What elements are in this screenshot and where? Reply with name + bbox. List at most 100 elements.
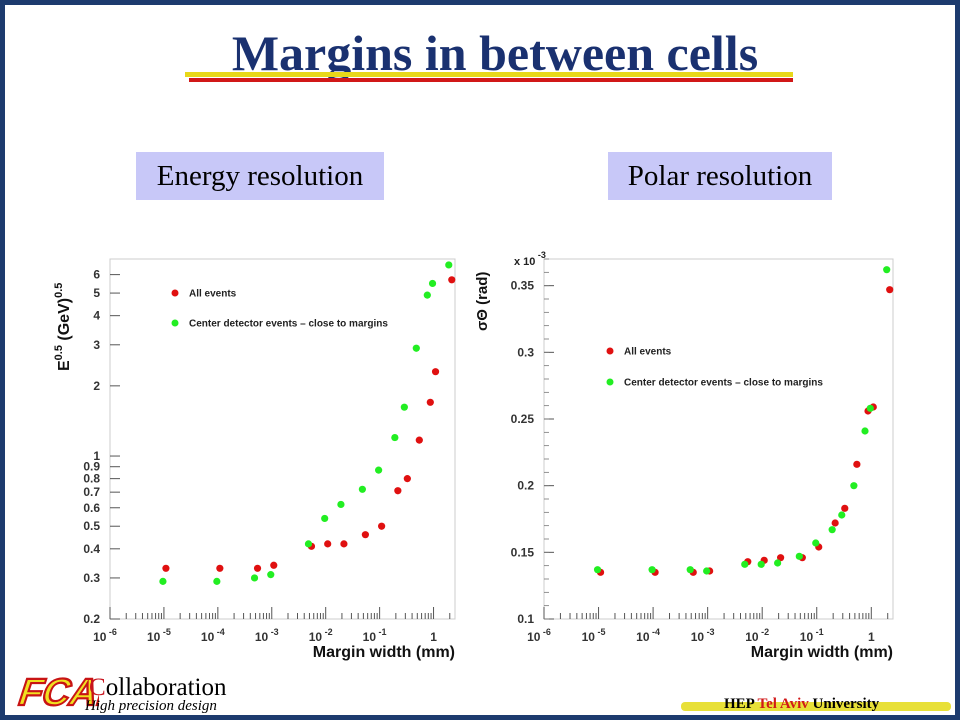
institution-tel-aviv: Tel Aviv — [757, 696, 809, 712]
chart2-series-1-point-7 — [795, 552, 803, 560]
chart1-y-tick-label-0: 0.2 — [83, 612, 100, 626]
chart1-series-0-point-9 — [394, 487, 402, 495]
chart2-series-0-point-6 — [777, 554, 785, 562]
slide-title: Margins in between cells — [231, 25, 759, 81]
chart1-y-tick-label-2: 0.4 — [83, 542, 100, 556]
chart1-series-1-point-12 — [423, 291, 431, 299]
chart2-legend-label-0: All events — [624, 347, 672, 358]
chart1-series-0-point-10 — [403, 475, 411, 483]
chart2-y-axis-label: σΘ (rad) — [474, 272, 491, 331]
chart1-legend-marker-1 — [171, 319, 179, 327]
chart1-series-0-point-14 — [448, 276, 456, 284]
chart2-series-0-point-9 — [831, 519, 839, 527]
fcal-logo: FCAL — [12, 671, 99, 713]
collaboration-initial: C — [89, 674, 106, 701]
chart1-series-0-point-5 — [324, 540, 332, 548]
chart2-x-tick-label-2: 10 -4 — [636, 627, 660, 644]
chart1-x-tick-label-4: 10 -2 — [309, 627, 333, 644]
chart1-legend-label-1: Center detector events – close to margin… — [189, 319, 388, 330]
chart2-y-tick-label-2: 0.2 — [517, 479, 534, 493]
chart2-legend-label-1: Center detector events – close to margin… — [624, 378, 823, 389]
chart1-series-0-point-12 — [426, 398, 434, 406]
chart2-series-0-point-14 — [886, 286, 894, 294]
chart2-series-1-point-10 — [838, 511, 846, 519]
chart1-y-tick-label-8: 1 — [93, 449, 100, 463]
chart1-series-1-point-8 — [375, 466, 383, 474]
title-underline-yellow — [185, 72, 793, 77]
footer-yellow-bar — [681, 702, 951, 711]
chart1-series-1-point-6 — [337, 500, 345, 509]
chart2-series-1-point-0 — [593, 566, 602, 574]
chart2-x-tick-label-5: 10 -1 — [800, 627, 824, 644]
chart1-y-tick-label-4: 0.6 — [83, 501, 100, 515]
institution-hep: HEP — [724, 696, 758, 712]
slide: Margins in between cells Energy resoluti… — [5, 5, 955, 715]
chart1-series-0-point-6 — [340, 540, 348, 548]
chart2-y-tick-label-4: 0.3 — [517, 345, 534, 359]
chart1-series-1-point-11 — [412, 344, 420, 352]
institution: HEP Tel Aviv University — [724, 695, 879, 713]
chart1-series-1-point-3 — [267, 571, 275, 579]
chart2-x-tick-label-4: 10 -2 — [745, 627, 769, 644]
chart1-x-axis-label: Margin width (mm) — [313, 644, 455, 661]
chart1-legend-label-0: All events — [189, 289, 237, 300]
chart2-series-1-point-11 — [850, 482, 858, 490]
chart2-x-tick-label-0: 10 -6 — [527, 627, 551, 644]
chart2-series-1-point-12 — [861, 427, 869, 435]
chart1-y-tick-label-11: 4 — [93, 309, 100, 323]
chart2-series-0-point-11 — [853, 460, 861, 468]
chart2-x-tick-label-3: 10 -3 — [691, 627, 715, 644]
chart2-series-1-point-14 — [883, 266, 891, 274]
chart1-series-0-point-11 — [415, 436, 423, 444]
polar-resolution-label: Polar resolution — [608, 152, 832, 200]
chart1-legend-marker-0 — [171, 289, 179, 297]
polar-resolution-chart: 10 -6 10 -5 10 -4 10 -3 10 -2 10 -1 1 0.1 0.15 0.… — [474, 250, 894, 661]
chart2-series-1-point-2 — [686, 566, 694, 574]
chart2-frame — [543, 258, 894, 620]
title-underline-red — [189, 78, 793, 82]
chart1-y-tick-label-5: 0.7 — [83, 485, 100, 499]
chart1-series-1-point-2 — [250, 574, 259, 582]
chart1-y-tick-label-13: 6 — [93, 268, 100, 282]
collaboration-rest: ollaboration — [105, 674, 227, 701]
chart1-series-0-point-13 — [431, 368, 440, 376]
chart2-x-axis-label: Margin width (mm) — [751, 644, 893, 661]
chart1-x-tick-label-2: 10 -4 — [201, 627, 225, 644]
chart1-y-tick-label-7: 0.9 — [83, 460, 100, 474]
chart1-series-1-point-5 — [321, 514, 329, 523]
chart1-series-0-point-7 — [361, 531, 369, 539]
chart1-series-1-point-1 — [213, 577, 221, 585]
chart1-series-1-point-7 — [358, 485, 366, 493]
chart2-y-tick-label-1: 0.15 — [511, 545, 535, 559]
chart1-y-tick-label-6: 0.8 — [83, 472, 100, 486]
chart1-series-1-point-10 — [400, 403, 408, 411]
chart2-series-1-point-3 — [703, 567, 711, 575]
chart2-legend-marker-0 — [606, 347, 614, 355]
svg-text:FCAL: FCAL — [13, 672, 99, 713]
chart2-series-1-point-9 — [828, 526, 836, 534]
chart1-series-0-point-0 — [162, 564, 170, 572]
chart2-series-1-point-13 — [866, 404, 874, 412]
chart2-y-tick-label-5: 0.35 — [511, 279, 535, 293]
chart1-frame — [109, 258, 456, 620]
chart1-series-1-point-9 — [391, 433, 399, 442]
chart2-series-1-point-1 — [648, 566, 656, 574]
chart1-y-tick-label-12: 5 — [93, 286, 100, 300]
chart1-series-0-point-8 — [378, 522, 386, 530]
institution-university: University — [808, 696, 880, 712]
chart1-series-0-point-1 — [216, 564, 224, 572]
chart2-series-1-point-8 — [812, 539, 820, 547]
chart2-series-1-point-4 — [741, 560, 749, 568]
chart1-series-1-point-13 — [428, 279, 437, 288]
chart2-x-tick-label-1: 10 -5 — [582, 627, 606, 644]
chart2-series-1-point-6 — [774, 559, 782, 567]
chart1-y-tick-label-3: 0.5 — [83, 519, 100, 533]
chart1-x-tick-label-0: 10 -6 — [93, 627, 117, 644]
chart1-x-tick-label-6: 1 — [430, 630, 437, 644]
chart1-y-axis-label: E0.5 (GeV)0.5 — [53, 283, 73, 371]
chart1-series-1-point-14 — [445, 261, 453, 269]
energy-resolution-label: Energy resolution — [136, 152, 384, 200]
chart2-series-0-point-10 — [841, 504, 849, 512]
chart1-x-tick-label-1: 10 -5 — [147, 627, 171, 644]
chart1-x-tick-label-3: 10 -3 — [255, 627, 279, 644]
